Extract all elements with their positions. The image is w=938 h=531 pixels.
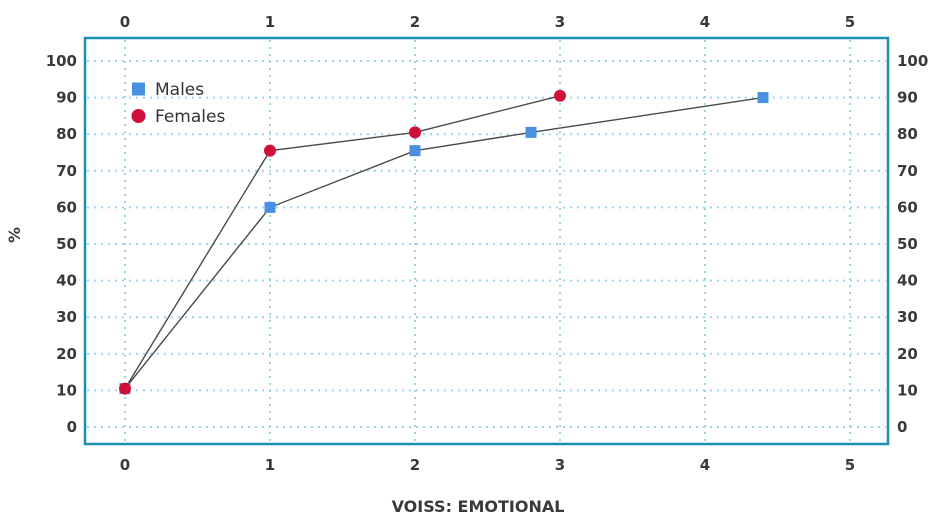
y-tick-label-left: 30 [56,308,77,326]
females-data-point [409,126,421,139]
males-data-point [264,201,276,213]
x-tick-label-top: 1 [265,13,275,31]
females-series-line [124,95,561,389]
y-tick-label-left: 50 [56,235,77,253]
series-markers [119,89,769,395]
y-tick-label-left: 70 [56,162,77,180]
y-tick-label-right: 90 [897,89,918,107]
y-tick-label-left: 20 [56,345,77,363]
y-tick-label-left: 0 [67,418,77,436]
series-lines [124,95,764,390]
x-tick-label-bottom: 1 [265,456,275,474]
y-tick-label-left: 10 [56,381,77,399]
y-tick-label-right: 100 [897,52,928,70]
plot-frame [83,36,890,446]
x-tick-label-top: 5 [845,13,855,31]
x-tick-label-bottom: 2 [410,456,420,474]
x-tick-label-top: 0 [120,13,130,31]
y-tick-label-left: 40 [56,272,77,290]
y-axis-title: % [5,227,24,243]
y-tick-label-left: 90 [56,89,77,107]
x-tick-label-bottom: 4 [700,456,710,474]
y-tick-label-left: 100 [46,52,77,70]
females-data-point [264,144,276,157]
x-tick-label-top: 2 [410,13,420,31]
x-axis-title: VOISS: EMOTIONAL [392,497,565,516]
y-tick-label-right: 0 [897,418,907,436]
legend: Males Females [131,80,225,127]
y-tick-label-left: 80 [56,125,77,143]
y-tick-label-right: 60 [897,198,918,216]
females-data-point [119,382,131,395]
females-data-point [554,89,566,102]
y-tick-label-right: 20 [897,345,918,363]
y-tick-label-right: 10 [897,381,918,399]
males-data-point [757,92,769,104]
males-data-point [525,126,537,138]
y-tick-label-right: 40 [897,272,918,290]
males-legend-label: Males [155,80,204,100]
grid-layer [87,40,886,442]
y-tick-label-right: 80 [897,125,918,143]
males-legend-swatch [132,82,145,96]
x-tick-label-bottom: 3 [555,456,565,474]
y-tick-label-right: 70 [897,162,918,180]
females-legend-label: Females [155,107,225,127]
males-data-point [409,145,421,157]
x-tick-label-top: 3 [555,13,565,31]
x-tick-label-top: 4 [700,13,710,31]
females-legend-swatch [131,109,146,123]
y-tick-label-right: 50 [897,235,918,253]
x-tick-label-bottom: 0 [120,456,130,474]
x-tick-label-bottom: 5 [845,456,855,474]
y-tick-label-left: 60 [56,198,77,216]
y-tick-label-right: 30 [897,308,918,326]
